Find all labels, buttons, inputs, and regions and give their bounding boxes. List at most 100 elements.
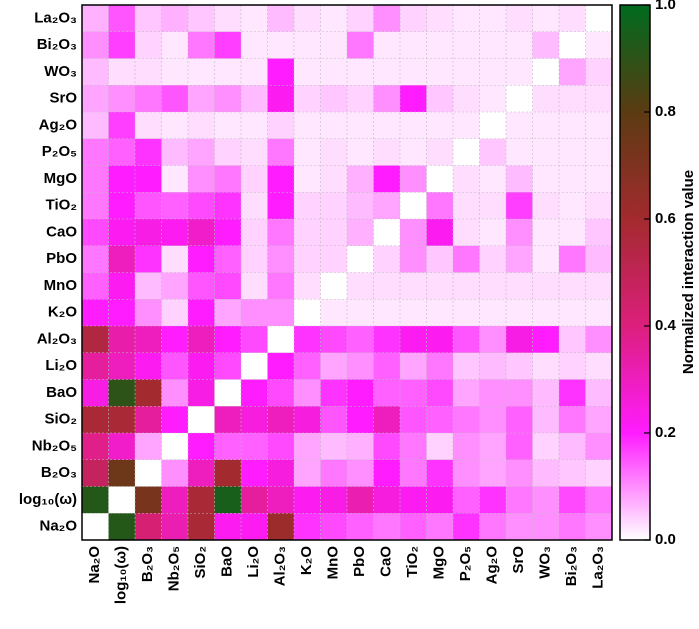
heatmap-cell xyxy=(294,165,321,193)
heatmap-cell xyxy=(479,433,507,461)
heatmap-cell xyxy=(453,459,480,487)
heatmap-cell xyxy=(585,138,613,166)
heatmap-cell xyxy=(214,379,242,407)
heatmap-cell xyxy=(453,272,480,300)
y-tick-label: La₂O₃ xyxy=(34,9,77,26)
heatmap-cell xyxy=(241,406,268,434)
heatmap-cell xyxy=(135,326,162,354)
heatmap-cell xyxy=(108,406,136,434)
heatmap-cell xyxy=(373,272,401,300)
heatmap-cell xyxy=(135,85,162,113)
heatmap-cell xyxy=(267,245,295,273)
heatmap-cell xyxy=(267,326,295,354)
heatmap-cell xyxy=(214,245,242,273)
heatmap-cell xyxy=(559,272,586,300)
heatmap-cell xyxy=(373,112,401,140)
heatmap-cell xyxy=(585,85,613,113)
x-tick-label: Al₂O₃ xyxy=(272,546,289,586)
heatmap-cell xyxy=(161,299,189,327)
x-tick-label: PbO xyxy=(351,546,368,577)
heatmap-cell xyxy=(400,486,427,514)
heatmap-cell xyxy=(479,326,507,354)
heatmap-cell xyxy=(585,459,613,487)
heatmap-cell xyxy=(585,5,613,33)
x-tick-label: SrO xyxy=(510,546,527,574)
heatmap-cell xyxy=(188,219,215,247)
heatmap-cell xyxy=(506,486,533,514)
heatmap-cell xyxy=(532,85,560,113)
heatmap-cell xyxy=(161,486,189,514)
heatmap-cell xyxy=(506,513,533,541)
heatmap-cell xyxy=(135,31,162,59)
heatmap-cell xyxy=(241,112,268,140)
heatmap-cell xyxy=(161,58,189,86)
heatmap-cell xyxy=(532,299,560,327)
heatmap-cell xyxy=(347,433,374,461)
heatmap-cell xyxy=(532,459,560,487)
heatmap-cell xyxy=(585,486,613,514)
heatmap-cell xyxy=(241,379,268,407)
heatmap-cell xyxy=(82,513,109,541)
heatmap-cell xyxy=(241,299,268,327)
heatmap-cell xyxy=(294,379,321,407)
heatmap-cell xyxy=(347,299,374,327)
heatmap-cell xyxy=(214,326,242,354)
heatmap-cell xyxy=(347,272,374,300)
heatmap-cell xyxy=(347,379,374,407)
y-tick-label: CaO xyxy=(46,223,77,240)
heatmap-cell xyxy=(320,299,348,327)
heatmap-cell xyxy=(373,245,401,273)
heatmap-cell xyxy=(453,406,480,434)
heatmap-cell xyxy=(320,165,348,193)
heatmap-cell xyxy=(135,58,162,86)
heatmap-cell xyxy=(188,245,215,273)
y-tick-label: B₂O₃ xyxy=(41,464,77,481)
heatmap-cell xyxy=(241,85,268,113)
heatmap-cell xyxy=(373,459,401,487)
heatmap-cell xyxy=(400,138,427,166)
heatmap-cell xyxy=(506,299,533,327)
heatmap-cell xyxy=(241,245,268,273)
heatmap-cell xyxy=(320,433,348,461)
heatmap-cell xyxy=(453,138,480,166)
heatmap-cell xyxy=(294,112,321,140)
heatmap-cell xyxy=(161,192,189,220)
heatmap-cell xyxy=(294,5,321,33)
heatmap-cell xyxy=(294,245,321,273)
heatmap-cell xyxy=(294,486,321,514)
heatmap-cell xyxy=(161,459,189,487)
heatmap-cell xyxy=(267,192,295,220)
heatmap-cell xyxy=(559,85,586,113)
heatmap-cell xyxy=(506,112,533,140)
heatmap-cell xyxy=(347,138,374,166)
heatmap-cell xyxy=(559,379,586,407)
heatmap-cell xyxy=(479,85,507,113)
heatmap-cell xyxy=(506,326,533,354)
heatmap-cell xyxy=(294,31,321,59)
heatmap-cell xyxy=(479,513,507,541)
heatmap-cell xyxy=(108,352,136,380)
heatmap-cell xyxy=(426,406,454,434)
heatmap-cell xyxy=(294,299,321,327)
heatmap-cell xyxy=(82,433,109,461)
heatmap-cell xyxy=(506,406,533,434)
heatmap-cell xyxy=(453,31,480,59)
heatmap-cell xyxy=(453,245,480,273)
heatmap-cell xyxy=(426,459,454,487)
heatmap-cell xyxy=(532,5,560,33)
heatmap-cell xyxy=(400,85,427,113)
heatmap-cell xyxy=(320,352,348,380)
heatmap-cell xyxy=(108,112,136,140)
heatmap-cell xyxy=(373,352,401,380)
colorbar-label: Normalized interaction value xyxy=(680,170,697,374)
heatmap-cell xyxy=(82,85,109,113)
heatmap-cell xyxy=(373,326,401,354)
heatmap-cell xyxy=(479,352,507,380)
heatmap-cell xyxy=(188,272,215,300)
heatmap-cell xyxy=(241,272,268,300)
heatmap-cell xyxy=(426,352,454,380)
heatmap-cell xyxy=(559,138,586,166)
heatmap-cell xyxy=(241,58,268,86)
heatmap-cell xyxy=(161,326,189,354)
